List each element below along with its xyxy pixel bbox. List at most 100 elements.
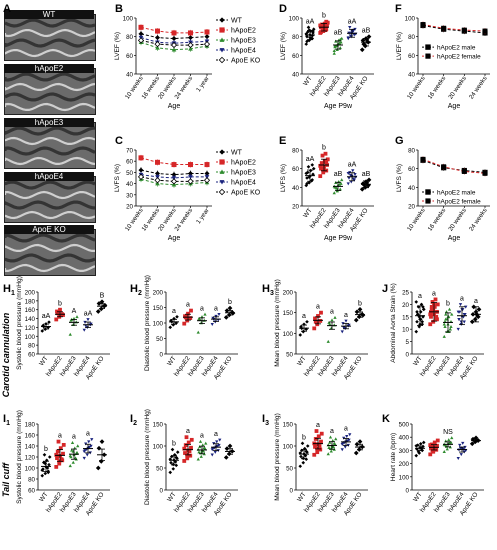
data-point-h2 [196, 330, 200, 334]
x-tick-label-i1: WT [38, 491, 49, 503]
significance-letter-e: b [322, 145, 326, 152]
legend-label-c: hApoE4 [231, 180, 256, 187]
y-tick-label-d: 100 [289, 16, 300, 23]
data-point-i1 [99, 439, 105, 444]
y-tick-label-h3: 150 [283, 310, 294, 317]
data-point-h3 [344, 319, 348, 323]
data-point-g [420, 156, 426, 162]
data-point-i3 [326, 443, 330, 447]
y-tick-label-j: 5 [406, 339, 410, 346]
y-tick-label-h1: 140 [25, 316, 36, 323]
y-tick-label-g: 60 [408, 166, 415, 173]
y-tick-label-g: 40 [408, 185, 415, 192]
data-point-i2 [173, 460, 178, 464]
y-axis-label-e: LVFS (%) [280, 164, 287, 192]
data-point-b [154, 41, 161, 48]
data-point-i2 [168, 470, 173, 475]
data-point-j [428, 322, 433, 327]
data-point-b [154, 28, 160, 34]
data-point-i2 [217, 443, 221, 447]
data-point-c [187, 178, 194, 185]
data-point-j [442, 322, 446, 326]
significance-letter-h3: a [344, 312, 348, 319]
x-axis-label-g: Age [448, 235, 461, 242]
y-axis-label-k: Heart rate (bpm) [390, 433, 397, 481]
data-point-c [187, 162, 193, 168]
data-point-i2 [218, 438, 222, 442]
y-tick-label-i1: 140 [25, 444, 36, 451]
significance-letter-i1: a [58, 433, 62, 440]
y-tick-label-i3: 0 [290, 488, 294, 495]
y-tick-label-c: 60 [126, 159, 133, 166]
data-point-i1 [82, 450, 86, 454]
x-tick-label-j: WT [412, 355, 423, 367]
data-point-d [306, 25, 311, 30]
data-point-d [333, 45, 337, 49]
data-point-i3 [301, 456, 306, 461]
data-point-b [187, 41, 194, 49]
data-point-i2 [196, 457, 200, 461]
legend-marker-c [219, 159, 225, 165]
data-point-k [447, 441, 452, 445]
data-point-i3 [340, 448, 344, 452]
data-point-b [155, 45, 160, 50]
data-point-h1 [40, 329, 45, 333]
x-tick-label-h2: WT [166, 355, 177, 367]
echo-texture [5, 180, 95, 220]
data-point-j [414, 329, 419, 334]
data-point-i3 [326, 452, 330, 456]
data-point-i1 [89, 444, 93, 448]
y-tick-label-j: 25 [402, 290, 409, 297]
data-point-k [421, 440, 426, 445]
panel-letter-h3-main: H [262, 283, 270, 295]
panel-letter-e: E [279, 135, 286, 147]
data-point-j [444, 310, 449, 314]
significance-letter-i2: a [200, 433, 204, 440]
y-tick-label-i1: 120 [25, 455, 36, 462]
data-point-k [428, 443, 433, 448]
y-tick-label-f: 80 [408, 34, 415, 41]
significance-letter-i2: a [186, 428, 190, 435]
y-tick-label-k: 100 [399, 474, 410, 481]
panel-letter-h1-main: H [3, 283, 11, 295]
data-point-i3 [343, 445, 347, 449]
data-point-i1 [45, 466, 50, 470]
data-point-j [456, 310, 460, 314]
data-point-i2 [184, 435, 189, 440]
data-point-i1 [41, 460, 46, 465]
data-point-i1 [82, 456, 86, 460]
y-tick-label-h2: 150 [153, 305, 164, 312]
y-tick-label-h1: 60 [28, 352, 35, 359]
data-point-h3 [313, 316, 317, 321]
data-point-i3 [300, 441, 305, 446]
data-point-h2 [189, 308, 193, 313]
data-point-d [309, 36, 314, 41]
data-point-h2 [168, 325, 173, 330]
data-point-j [414, 300, 419, 304]
data-point-i3 [328, 435, 333, 439]
data-point-i3 [328, 440, 332, 444]
y-tick-label-h1: 160 [25, 307, 36, 314]
y-tick-label-h3: 100 [283, 331, 294, 338]
y-tick-label-j: 20 [402, 302, 409, 309]
data-point-c [171, 162, 177, 168]
significance-letter-h3: b [358, 300, 362, 307]
data-point-b [171, 30, 177, 36]
x-tick-label-e: WT [302, 207, 313, 219]
data-point-k [456, 457, 460, 461]
data-point-i3 [316, 434, 321, 439]
data-point-c [203, 177, 211, 184]
data-point-i2 [182, 459, 187, 463]
x-tick-label-c: 1 year [195, 207, 211, 225]
significance-letter-i1: b [44, 446, 48, 453]
data-point-k [459, 453, 463, 457]
echo-texture [5, 126, 95, 166]
y-tick-label-i1: 160 [25, 433, 36, 440]
y-tick-label-f: 40 [408, 72, 415, 79]
data-point-h3 [340, 330, 344, 334]
data-point-i1 [61, 442, 66, 447]
data-point-d [332, 48, 336, 52]
echo-label-happoe2: hApoE2 [4, 64, 94, 73]
significance-letter-d: aA [348, 18, 357, 25]
panel-letter-f: F [395, 3, 402, 15]
